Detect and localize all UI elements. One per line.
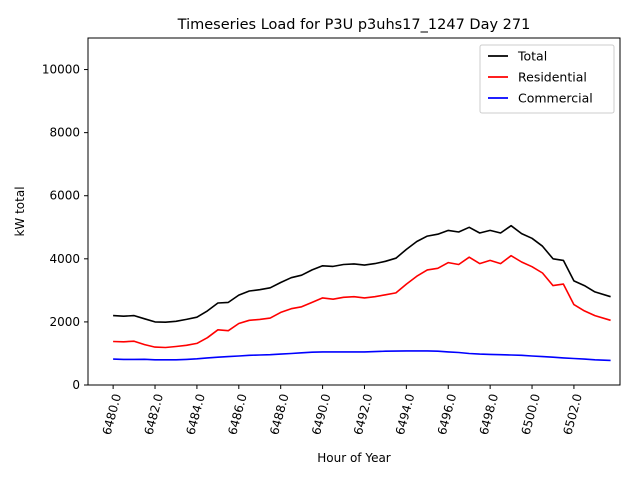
x-tick-label: 6482.0 [142, 392, 166, 436]
y-tick-label: 10000 [42, 63, 80, 77]
y-tick-label: 2000 [49, 315, 80, 329]
chart-legend: Total Residential Commercial [479, 44, 615, 114]
legend-label-residential: Residential [518, 70, 587, 85]
series-lines [113, 224, 611, 362]
chart-title: Timeseries Load for P3U p3uhs17_1247 Day… [177, 17, 531, 33]
y-tick-label: 4000 [49, 252, 80, 266]
plot-area [87, 37, 621, 386]
y-axis-ticks: 0 2000 4000 6000 8000 10000 [42, 63, 88, 392]
y-axis-title: kW total [13, 186, 27, 236]
y-tick-label: 8000 [49, 126, 80, 140]
legend-label-total: Total [517, 49, 547, 64]
x-tick-label: 6502.0 [560, 392, 584, 436]
x-axis-ticks: 6480.0 6482.0 6484.0 6486.0 6488.0 6490.0 6492… [100, 385, 585, 436]
x-tick-label: 6486.0 [225, 392, 249, 436]
x-tick-label: 6492.0 [351, 392, 375, 436]
x-tick-label: 6500.0 [519, 392, 543, 436]
series-line-total [113, 224, 611, 324]
x-axis-title: Hour of Year [317, 451, 391, 465]
x-tick-label: 6484.0 [183, 392, 207, 436]
y-tick-label: 0 [72, 378, 80, 392]
series-line-residential [113, 254, 611, 349]
x-tick-label: 6488.0 [267, 392, 291, 436]
x-tick-label: 6498.0 [477, 392, 501, 436]
y-tick-label: 6000 [49, 189, 80, 203]
series-line-commercial [113, 350, 611, 362]
legend-label-commercial: Commercial [518, 91, 593, 106]
x-tick-label: 6494.0 [393, 392, 417, 436]
legend-box [479, 44, 615, 114]
x-tick-label: 6480.0 [100, 392, 124, 436]
x-tick-label: 6490.0 [309, 392, 333, 436]
x-tick-label: 6496.0 [435, 392, 459, 436]
